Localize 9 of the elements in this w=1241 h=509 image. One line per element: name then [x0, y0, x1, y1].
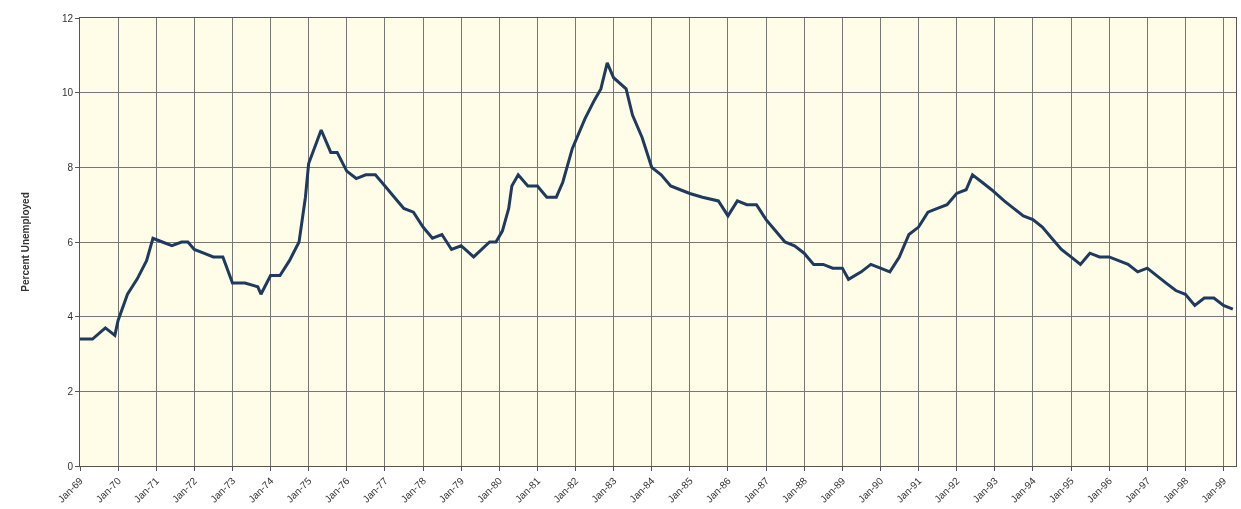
line-series	[80, 61, 1235, 341]
y-axis-title: Percent Unemployed	[19, 192, 31, 292]
y-tick-label: 10	[61, 87, 74, 99]
y-tick-label: 0	[67, 460, 74, 472]
y-tick-label: 6	[67, 236, 74, 248]
y-tick-label: 8	[67, 161, 74, 173]
y-tick-label: 4	[67, 311, 74, 323]
y-tick-label: 2	[67, 385, 74, 397]
y-tick-label: 12	[61, 12, 74, 24]
